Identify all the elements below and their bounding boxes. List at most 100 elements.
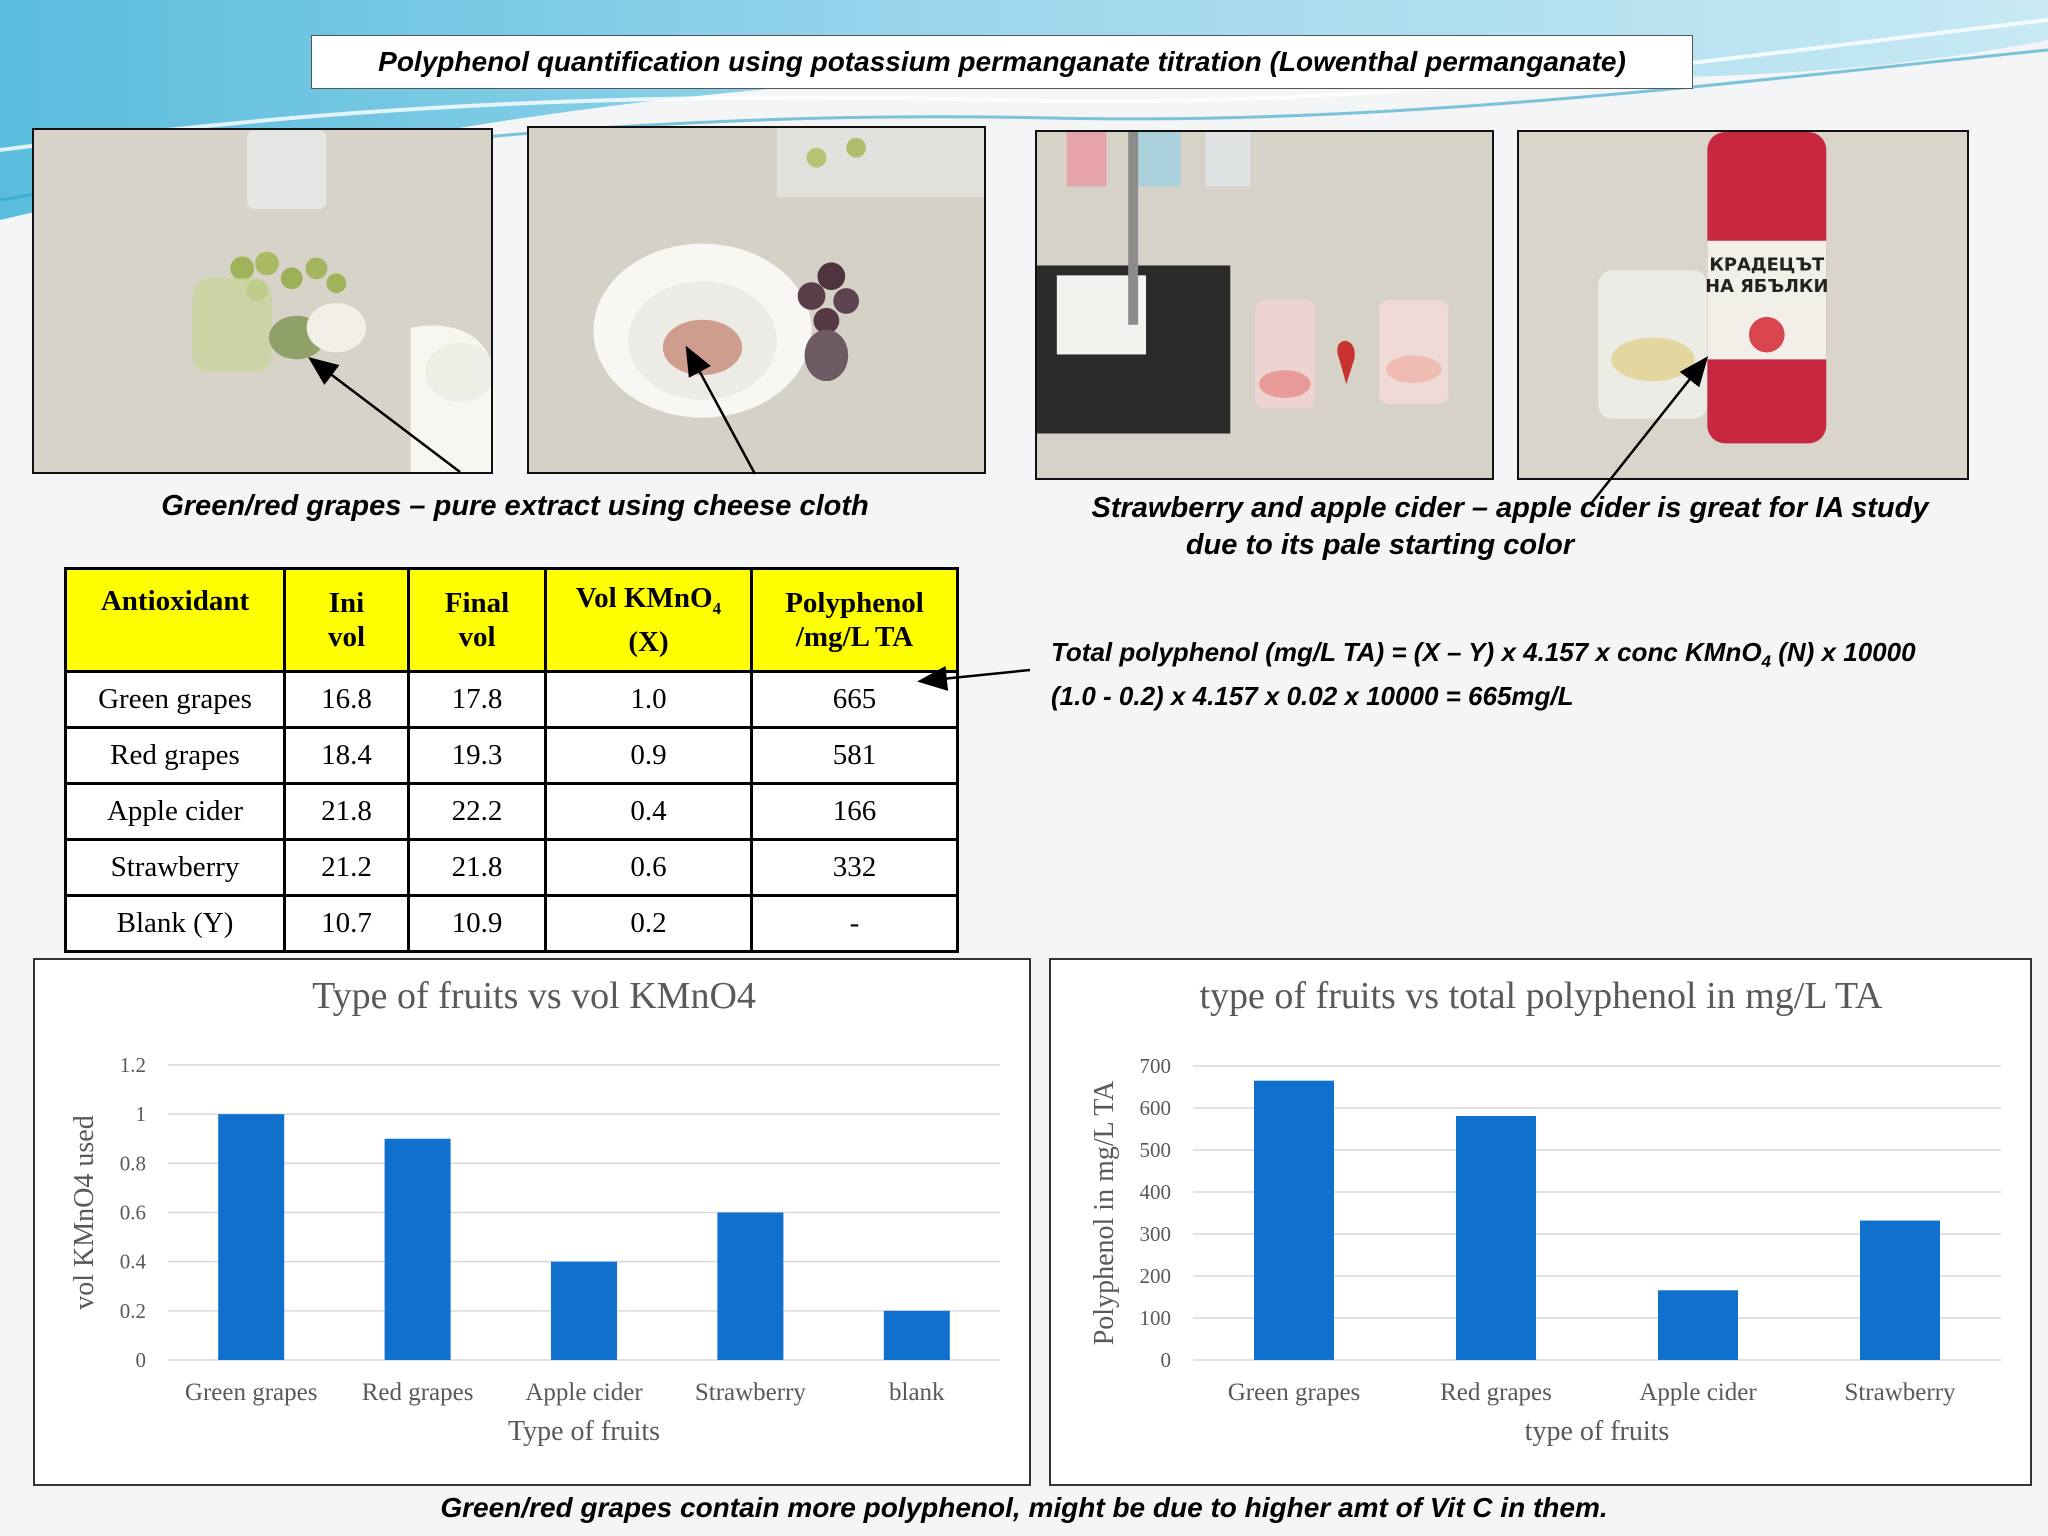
- chart1-y-tick-label: 0.4: [120, 1250, 147, 1274]
- caption-cider-line1: Strawberry and apple cider – apple cider…: [1091, 492, 1929, 524]
- table-cell: 22.2: [407, 782, 547, 841]
- table-cell: 1.0: [544, 670, 753, 729]
- chart1-title: Type of fruits vs vol KMnO4: [312, 975, 756, 1017]
- table-cell: 166: [750, 782, 959, 841]
- chart1-y-tick-label: 1: [136, 1102, 147, 1126]
- header-ini-line1: Ini: [328, 587, 365, 619]
- chart-vol-kmno4: Type of fruits vs vol KMnO4 0 0.2 0.4 0.6 0.8…: [33, 958, 1031, 1486]
- chart2-y-tick-label: 400: [1140, 1180, 1172, 1204]
- header-vol-line1: Vol KMnO: [575, 581, 713, 614]
- chart2-y-axis-label: Polyphenol in mg/L TA: [1089, 1080, 1120, 1345]
- table-cell: 0.4: [544, 782, 753, 841]
- table-row: Apple cider 21.8 22.2 0.4 166: [64, 782, 959, 841]
- table-cell: 21.2: [283, 838, 410, 897]
- formula-line1-end: (N) x 10000: [1771, 637, 1916, 667]
- chart2-y-tick-label: 700: [1140, 1054, 1172, 1078]
- formula-subscript: 4: [1761, 652, 1772, 672]
- table-cell: 19.3: [407, 726, 547, 785]
- chart2-y-tick-label: 200: [1140, 1264, 1172, 1288]
- table-cell: -: [750, 894, 959, 953]
- chart2-y-tick-label: 100: [1140, 1306, 1172, 1330]
- chart-polyphenol: type of fruits vs total polyphenol in mg…: [1049, 958, 2032, 1486]
- header-ini-vol: Ini vol: [283, 567, 410, 673]
- header-polyphenol: Polyphenol/mg/L TA: [750, 567, 959, 673]
- chart1-bar: [717, 1212, 784, 1360]
- chart2-y-tick-label: 300: [1140, 1222, 1172, 1246]
- chart1-x-tick-label: Green grapes: [185, 1379, 318, 1406]
- chart2-bar: [1456, 1115, 1536, 1360]
- chart2-bar: [1658, 1290, 1738, 1360]
- chart1-y-axis-label: vol KMnO4 used: [69, 1115, 100, 1309]
- chart1-bar: [883, 1310, 950, 1360]
- header-final-line2: vol: [458, 621, 496, 653]
- header-poly-line1: Polyphenol: [785, 587, 924, 619]
- formula: Total polyphenol (mg/L TA) = (X – Y) x 4…: [1051, 635, 1916, 713]
- conclusion-text: Green/red grapes contain more polyphenol…: [440, 1492, 1608, 1523]
- chart1-bar: [384, 1138, 451, 1360]
- table-cell: 17.8: [407, 670, 547, 729]
- chart1-y-tick-label: 0.2: [120, 1299, 146, 1323]
- red-grape-mortar-photo: [527, 126, 986, 474]
- formula-line1-main: Total polyphenol (mg/L TA) = (X – Y) x 4…: [1051, 637, 1762, 667]
- green-grapes-photo: [32, 128, 493, 474]
- table-cell: 10.7: [283, 894, 410, 953]
- chart2-x-tick-label: Apple cider: [1639, 1379, 1757, 1406]
- table-row: Green grapes 16.8 17.8 1.0 665: [64, 670, 959, 729]
- chart2-x-axis-label: type of fruits: [1525, 1416, 1670, 1447]
- table-cell: Strawberry: [64, 838, 286, 897]
- table-cell: 332: [750, 838, 959, 897]
- header-final-line1: Final: [444, 587, 510, 619]
- chart1-x-tick-label: Red grapes: [362, 1379, 474, 1406]
- table-header-row: Antioxidant Ini vol Final vol Vol KMnO4 (X)…: [64, 567, 959, 673]
- chart-polyphenol-svg: type of fruits vs total polyphenol in mg…: [1089, 975, 2001, 1447]
- table-row: Blank (Y) 10.7 10.9 0.2 -: [64, 894, 959, 953]
- header-antioxidant: Antioxidant: [64, 567, 286, 673]
- table-cell: 10.9: [407, 894, 547, 953]
- chart1-x-tick-label: Apple cider: [525, 1379, 643, 1406]
- chart2-y-tick-label: 0: [1161, 1348, 1172, 1372]
- table-cell: 0.6: [544, 838, 753, 897]
- chart-vol-kmno4-svg: Type of fruits vs vol KMnO4 0 0.2 0.4 0.6 0.8…: [69, 975, 1000, 1447]
- header-final-vol: Final vol: [407, 567, 547, 673]
- table-cell: 16.8: [283, 670, 410, 729]
- chart1-y-tick-label: 0: [136, 1348, 147, 1372]
- svg-text:НА ЯБЪЛКИ: НА ЯБЪЛКИ: [1705, 276, 1828, 297]
- chart1-bar: [218, 1114, 285, 1360]
- table-cell: 581: [750, 726, 959, 785]
- header-ini-line2: vol: [327, 621, 366, 653]
- chart1-y-tick-label: 0.6: [120, 1201, 146, 1225]
- table-cell: Red grapes: [64, 726, 286, 785]
- chart1-y-tick-label: 0.8: [120, 1151, 146, 1175]
- results-table: Antioxidant Ini vol Final vol Vol KMnO4 (X)…: [64, 567, 959, 953]
- chart2-x-tick-label: Red grapes: [1440, 1379, 1552, 1406]
- table-row: Red grapes 18.4 19.3 0.9 581: [64, 726, 959, 785]
- chart1-x-tick-label: Strawberry: [695, 1379, 807, 1406]
- header-poly-line2: /mg/L TA: [795, 621, 914, 653]
- apple-cider-photo: КРАДЕЦЪТ НА ЯБЪЛКИ: [1517, 130, 1969, 480]
- formula-line2: (1.0 - 0.2) x 4.157 x 0.02 x 10000 = 665…: [1051, 681, 1574, 712]
- chart2-bar: [1254, 1080, 1334, 1360]
- table-cell: Apple cider: [64, 782, 286, 841]
- header-antioxidant-text: Antioxidant: [100, 585, 250, 617]
- chart2-x-tick-label: Strawberry: [1844, 1379, 1956, 1406]
- table-cell: 21.8: [407, 838, 547, 897]
- chart2-title: type of fruits vs total polyphenol in mg…: [1200, 975, 1884, 1017]
- table-cell: Blank (Y): [64, 894, 286, 953]
- chart2-y-tick-label: 500: [1140, 1138, 1172, 1162]
- table-cell: 18.4: [283, 726, 410, 785]
- page-title: Polyphenol quantification using potassiu…: [311, 35, 1693, 89]
- chart1-bar: [551, 1261, 617, 1360]
- table-row: Strawberry 21.2 21.8 0.6 332: [64, 838, 959, 897]
- chart2-y-tick-label: 600: [1140, 1096, 1172, 1120]
- chart1-y-tick-label: 1.2: [120, 1053, 146, 1077]
- svg-text:КРАДЕЦЪТ: КРАДЕЦЪТ: [1709, 254, 1825, 275]
- header-vol-line2: (X): [628, 626, 669, 659]
- table-cell: 0.2: [544, 894, 753, 953]
- caption-grapes: Green/red grapes – pure extract using ch…: [161, 490, 869, 522]
- chart2-bar: [1860, 1220, 1940, 1360]
- chart1-x-tick-label: blank: [889, 1379, 945, 1406]
- strawberry-titration-photo: [1035, 130, 1494, 480]
- chart1-x-axis-label: Type of fruits: [508, 1416, 660, 1447]
- table-cell: 665: [750, 670, 959, 729]
- table-cell: 0.9: [544, 726, 753, 785]
